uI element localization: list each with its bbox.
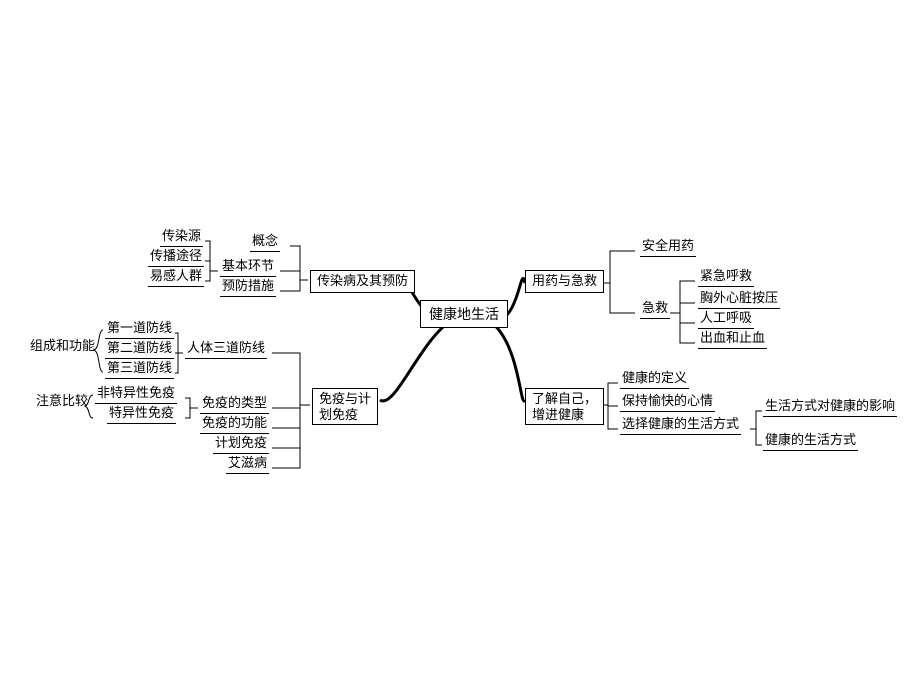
node-line3: 第三道防线 <box>105 360 174 379</box>
root-node: 健康地生活 <box>420 300 508 328</box>
node-immune: 免疫与计 划免疫 <box>312 388 378 425</box>
label-three-lines: 人体三道防线 <box>187 340 265 355</box>
node-safe-med: 安全用药 <box>640 238 696 257</box>
node-impact: 生活方式对健康的影响 <box>763 398 897 417</box>
node-immune-type: 免疫的类型 <box>200 395 269 414</box>
node-healthy-way: 健康的生活方式 <box>763 432 858 451</box>
label-immune-1: 免疫与计 <box>319 391 371 406</box>
label-annot-comp: 组成和功能 <box>30 338 95 353</box>
node-src: 传染源 <box>160 228 203 247</box>
label-nonspec: 非特异性免疫 <box>97 385 175 400</box>
label-mood: 保持愉快的心情 <box>622 393 713 408</box>
label-immune-func: 免疫的功能 <box>202 415 267 430</box>
node-def: 健康的定义 <box>620 370 689 389</box>
node-plan-immune: 计划免疫 <box>213 435 269 454</box>
label-cpr: 胸外心脏按压 <box>700 290 778 305</box>
node-prevent: 预防措施 <box>220 278 276 297</box>
annot-composition: 组成和功能 <box>30 338 95 355</box>
node-first-aid: 急救 <box>640 300 670 319</box>
label-first-aid: 急救 <box>642 300 668 315</box>
label-self-2: 增进健康 <box>532 407 584 422</box>
node-med: 用药与急救 <box>525 270 604 293</box>
label-prevent: 预防措施 <box>222 278 274 293</box>
node-three-lines: 人体三道防线 <box>185 340 267 359</box>
label-breath: 人工呼吸 <box>700 310 752 325</box>
node-line1: 第一道防线 <box>105 320 174 339</box>
label-bleed: 出血和止血 <box>700 330 765 345</box>
node-basic-links: 基本环节 <box>220 258 276 277</box>
label-basic-links: 基本环节 <box>222 258 274 273</box>
node-self: 了解自己， 增进健康 <box>525 388 604 425</box>
label-call: 紧急呼救 <box>700 268 752 283</box>
label-safe-med: 安全用药 <box>642 238 694 253</box>
label-src: 传染源 <box>162 228 201 243</box>
node-mood: 保持愉快的心情 <box>620 393 715 412</box>
node-line2: 第二道防线 <box>105 340 174 359</box>
label-plan-immune: 计划免疫 <box>215 435 267 450</box>
node-spec: 特异性免疫 <box>107 405 176 424</box>
label-spec: 特异性免疫 <box>109 405 174 420</box>
label-immune-2: 划免疫 <box>319 407 358 422</box>
node-lifestyle: 选择健康的生活方式 <box>620 416 741 435</box>
label-concept: 概念 <box>252 233 278 248</box>
label-med: 用药与急救 <box>532 273 597 288</box>
node-immune-func: 免疫的功能 <box>200 415 269 434</box>
node-infectious: 传染病及其预防 <box>310 270 415 293</box>
node-concept: 概念 <box>250 233 280 252</box>
node-nonspec: 非特异性免疫 <box>95 385 177 404</box>
node-route: 传播途径 <box>148 248 204 267</box>
label-self-1: 了解自己， <box>532 391 597 406</box>
label-immune-type: 免疫的类型 <box>202 395 267 410</box>
label-impact: 生活方式对健康的影响 <box>765 398 895 413</box>
node-aids: 艾滋病 <box>226 455 269 474</box>
label-infectious: 传染病及其预防 <box>317 273 408 288</box>
label-line3: 第三道防线 <box>107 360 172 375</box>
label-line2: 第二道防线 <box>107 340 172 355</box>
label-lifestyle: 选择健康的生活方式 <box>622 416 739 431</box>
node-cpr: 胸外心脏按压 <box>698 290 780 309</box>
node-susc: 易感人群 <box>148 268 204 287</box>
node-call: 紧急呼救 <box>698 268 754 287</box>
label-susc: 易感人群 <box>150 268 202 283</box>
label-def: 健康的定义 <box>622 370 687 385</box>
root-label: 健康地生活 <box>429 306 499 322</box>
label-annot-compare: 注意比较 <box>36 393 88 408</box>
label-aids: 艾滋病 <box>228 455 267 470</box>
annot-compare: 注意比较 <box>36 393 88 410</box>
node-bleed: 出血和止血 <box>698 330 767 349</box>
label-line1: 第一道防线 <box>107 320 172 335</box>
label-healthy-way: 健康的生活方式 <box>765 432 856 447</box>
node-breath: 人工呼吸 <box>698 310 754 329</box>
label-route: 传播途径 <box>150 248 202 263</box>
